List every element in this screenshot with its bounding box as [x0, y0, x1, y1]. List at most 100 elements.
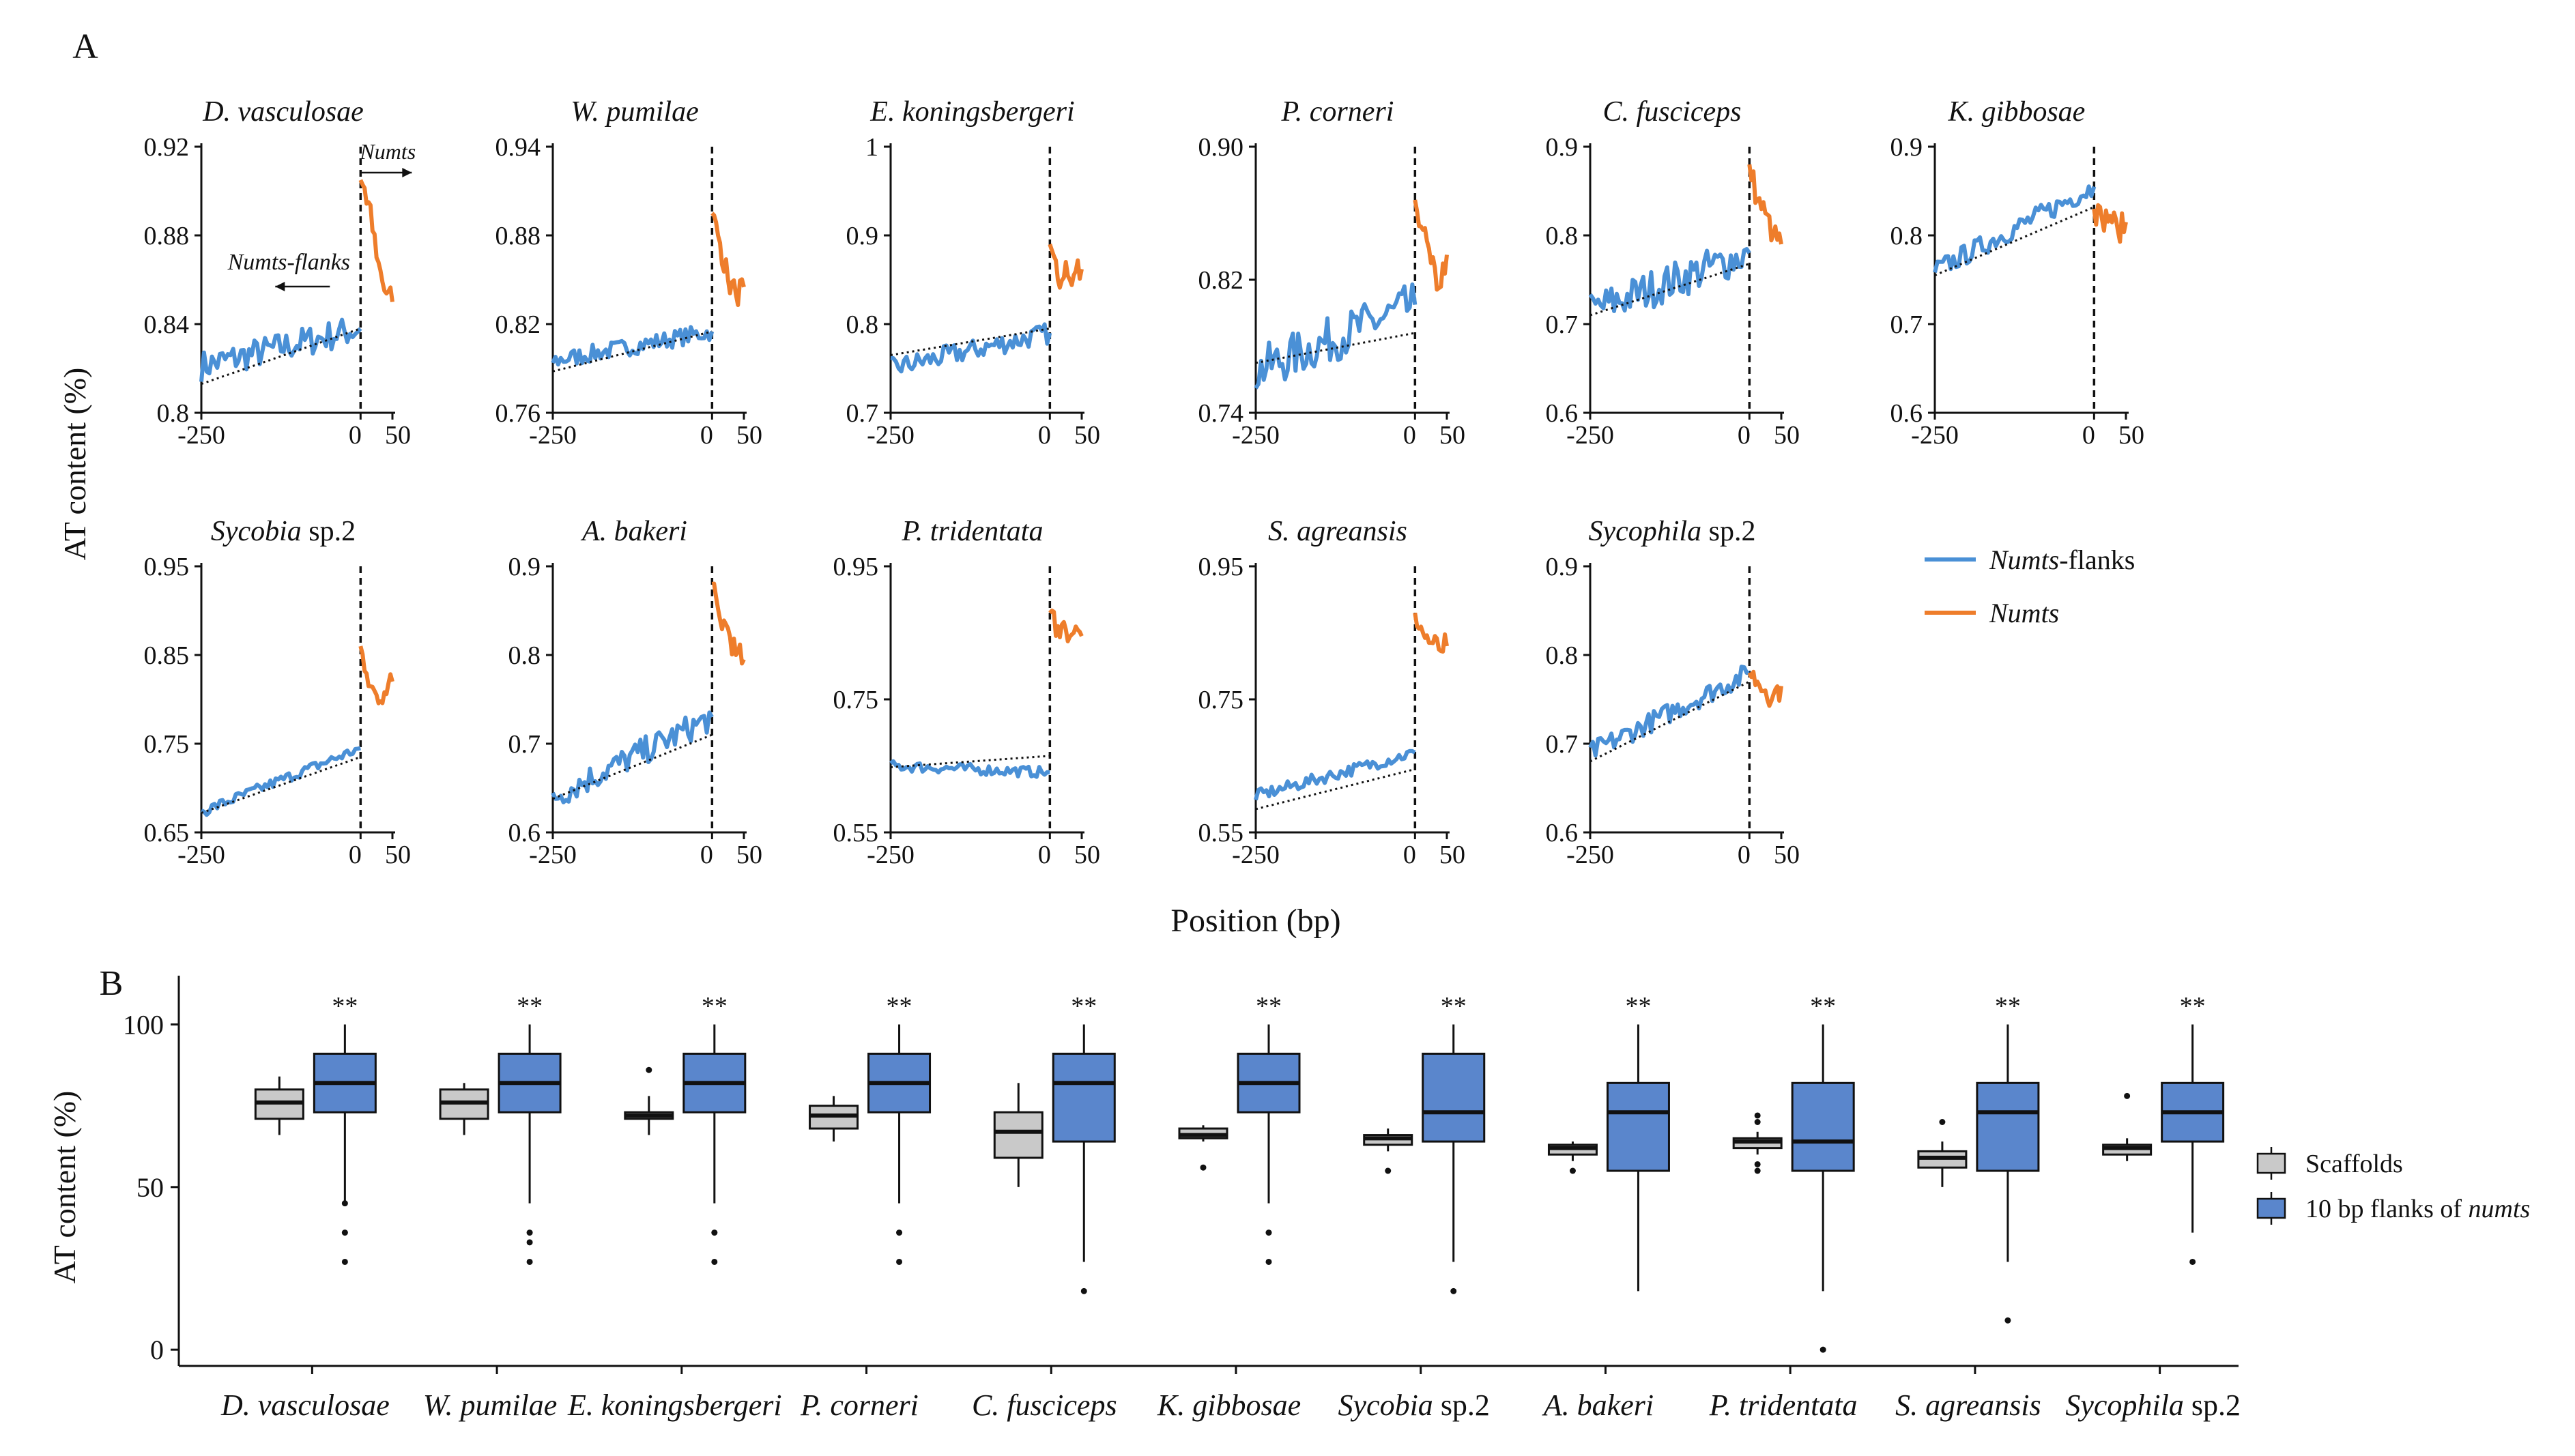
y-tick-label: 0.6	[1546, 399, 1579, 428]
subplot-10: 0.55 0.75 0.95 -250 0 50	[1198, 553, 1466, 869]
y-tick-label: 0.92	[144, 133, 190, 162]
subplot-title-part-0: P. tridentata	[902, 516, 1044, 547]
outlier-point	[1080, 1287, 1087, 1294]
subplot-title: S. agreansis	[1268, 516, 1407, 547]
x-tick-label: -250	[867, 841, 915, 869]
trend-line	[552, 733, 713, 800]
y-tick-label: 0.7	[1546, 310, 1579, 339]
legend-swatch	[2256, 1152, 2286, 1174]
outlier-point	[1754, 1112, 1761, 1119]
outlier-point	[711, 1229, 718, 1236]
outlier-point	[1819, 1346, 1826, 1353]
significance-marker: **	[887, 992, 912, 1021]
significance-marker: **	[1995, 992, 2021, 1021]
scaffolds-box	[1547, 1141, 1598, 1174]
outlier-point	[1265, 1258, 1272, 1265]
subplot-2: 0.76 0.82 0.88 0.94 -250 0 50	[495, 133, 763, 450]
flanks-box	[2161, 1024, 2225, 1265]
subplot-title: W. pumilae	[571, 96, 698, 128]
box	[1422, 1052, 1486, 1143]
outlier-point	[2004, 1317, 2011, 1324]
y-tick-label: 0.7	[1890, 310, 1923, 339]
scaffolds-box	[1917, 1119, 1968, 1187]
y-tick-label: 0.75	[1198, 686, 1244, 714]
outlier-point	[526, 1239, 533, 1246]
legend-label: Numts	[1989, 598, 2059, 628]
outlier-point	[341, 1229, 348, 1236]
y-tick-label: 0.8	[846, 310, 879, 339]
flanks-box	[867, 1024, 932, 1265]
legend-label: Scaffolds	[2305, 1150, 2403, 1178]
flanks-box	[1606, 1024, 1670, 1292]
flanks-box	[498, 1024, 562, 1265]
numts-annotation: Numts	[359, 139, 416, 164]
trend-line	[890, 755, 1050, 768]
x-category-label-part-0: Sycobia	[1338, 1388, 1433, 1422]
subplot-title-part-0: K. gibbosae	[1948, 96, 2086, 128]
x-tick-label: -250	[1911, 421, 1959, 450]
numts-line	[1413, 199, 1449, 292]
significance-marker: **	[1810, 992, 1836, 1021]
subplot-title: Sycophila sp.2	[1589, 516, 1756, 547]
y-tick-label: 0.84	[144, 310, 190, 339]
subplot-title-part-1: sp.2	[1701, 516, 1755, 547]
x-tick-label: 50	[1774, 841, 1800, 869]
subplot-6: 0.6 0.7 0.8 0.9 -250 0 50	[1890, 133, 2145, 450]
subplot-3: 0.7 0.8 0.9 1 -250 0 50	[846, 133, 1101, 450]
x-category-label: Sycobia sp.2	[1338, 1388, 1490, 1422]
subplot-title: D. vasculosae	[202, 96, 364, 128]
y-tick-label: 0.95	[1198, 553, 1244, 581]
box-group: **	[439, 992, 562, 1374]
significance-marker: **	[1441, 992, 1467, 1021]
x-category-label: W. pumilae	[423, 1388, 557, 1422]
numts-flanks-line	[551, 710, 714, 804]
numts-line	[1747, 164, 1783, 245]
box-group: **	[1363, 992, 1486, 1374]
outlier-point	[1385, 1167, 1392, 1174]
scaffolds-box	[993, 1083, 1044, 1187]
subplot-title: E. koningsbergeri	[869, 96, 1074, 128]
significance-marker: **	[1256, 992, 1282, 1021]
y-tick-label: 0.7	[846, 399, 879, 428]
numts-flanks-line	[1588, 247, 1751, 313]
x-category-label-part-0: P. tridentata	[1709, 1388, 1858, 1422]
box	[1791, 1081, 1855, 1172]
flanks-box	[1052, 1024, 1116, 1294]
outlier-point	[1754, 1119, 1761, 1125]
flanks-arrowhead	[275, 282, 285, 291]
y-tick-label: 0.75	[833, 686, 879, 714]
x-category-label-part-0: A. bakeri	[1542, 1388, 1654, 1422]
x-category-label-part-0: W. pumilae	[423, 1388, 557, 1422]
flanks-box	[1422, 1024, 1486, 1294]
outlier-point	[896, 1229, 903, 1236]
y-tick-label: 0.8	[508, 641, 541, 670]
trend-line	[201, 756, 361, 814]
subplot-9: 0.55 0.75 0.95 -250 0 50	[833, 553, 1101, 869]
y-tick-label: 0.8	[1546, 222, 1579, 250]
subplot-title-part-0: E. koningsbergeri	[869, 96, 1074, 128]
flanks-box	[1237, 1024, 1301, 1265]
x-category-label: P. corneri	[800, 1388, 919, 1422]
subplot-title-part-0: C. fusciceps	[1603, 96, 1742, 128]
y-tick-label: 0.55	[1198, 819, 1244, 847]
x-tick-label: 0	[1038, 421, 1051, 450]
panel-b-boxplot: 0 50 100	[123, 976, 2239, 1367]
x-tick-label: 50	[1074, 421, 1100, 450]
box	[1606, 1081, 1670, 1172]
y-tick-label: 0.8	[1546, 641, 1579, 670]
x-category-label: C. fusciceps	[972, 1388, 1117, 1422]
x-category-label-part-0: K. gibbosae	[1157, 1388, 1301, 1422]
numts-line	[1048, 609, 1084, 643]
outlier-point	[1939, 1119, 1946, 1125]
subplot-title: K. gibbosae	[1948, 96, 2086, 128]
subplot-11: 0.6 0.7 0.8 0.9 -250 0 50	[1546, 553, 1800, 869]
subplot-8: 0.6 0.7 0.8 0.9 -250 0 50	[508, 553, 763, 869]
legend-label: 10 bp flanks of numts	[2305, 1195, 2530, 1223]
outlier-point	[526, 1229, 533, 1236]
numts-line	[1413, 612, 1449, 654]
box-group: **	[1547, 992, 1670, 1374]
numts-arrowhead	[402, 168, 412, 177]
scaffolds-box	[809, 1096, 859, 1142]
x-category-label: A. bakeri	[1542, 1388, 1654, 1422]
box-group: **	[809, 992, 932, 1374]
